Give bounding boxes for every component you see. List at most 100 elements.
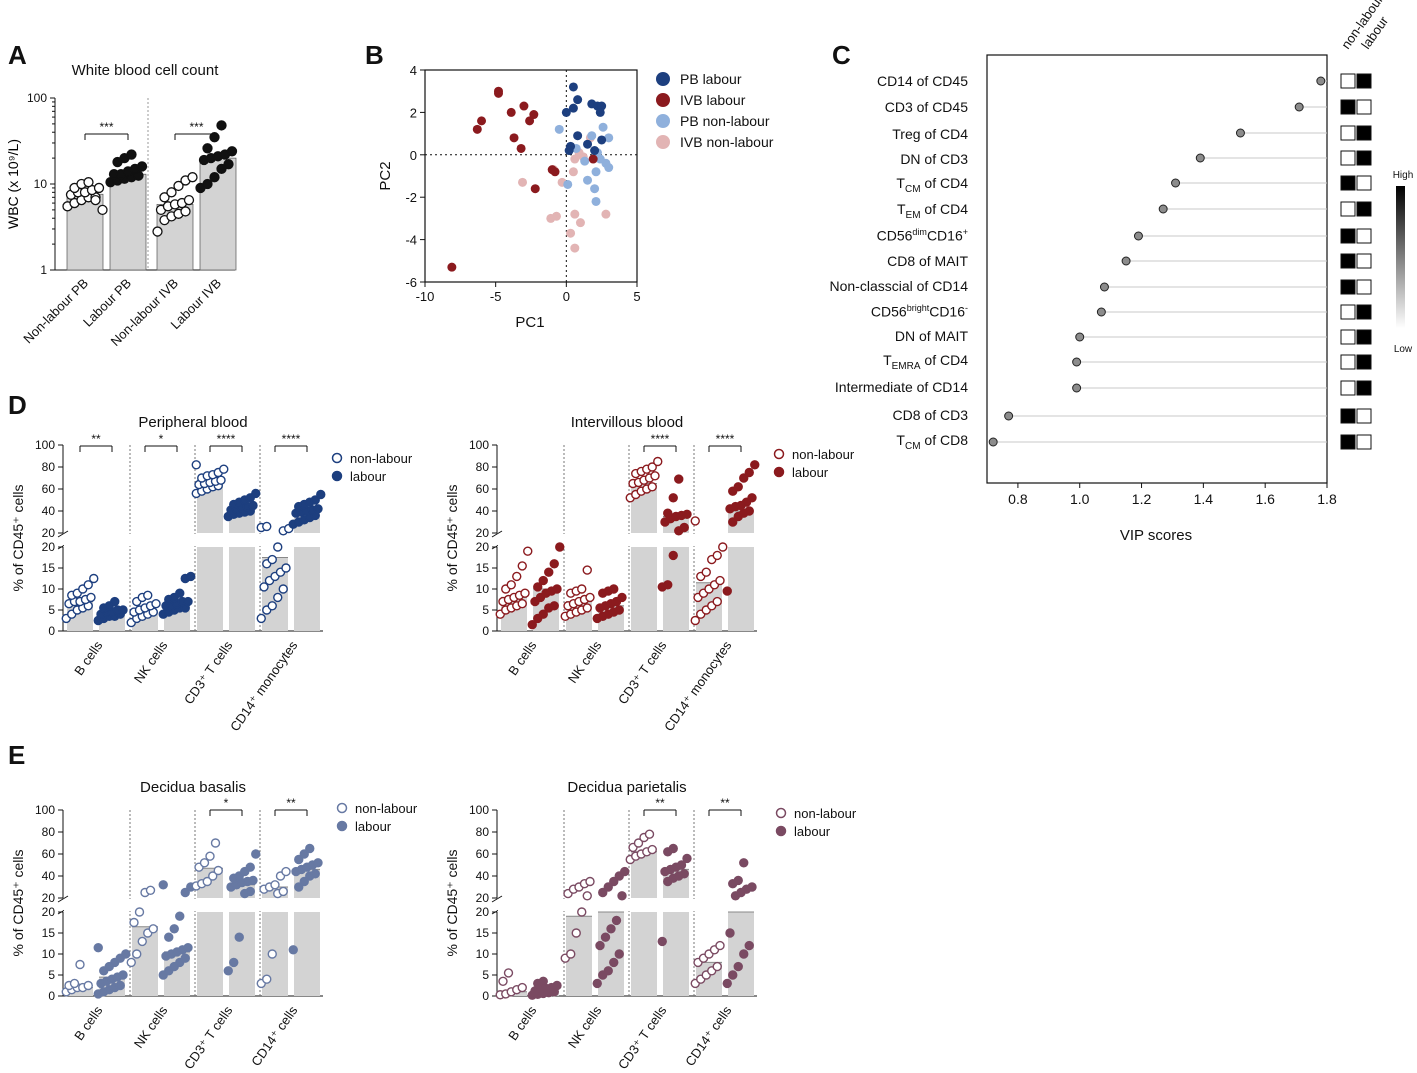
chart-e1-point xyxy=(132,949,142,959)
chart-b-point xyxy=(591,167,601,177)
chart-d2-break-gap xyxy=(498,534,758,546)
chart-b-legend-label: PB non-labour xyxy=(680,113,770,129)
vip-label-treg-cd4: Treg of CD4 xyxy=(892,126,968,142)
chart-a-point xyxy=(159,192,170,203)
chart-d2-point xyxy=(506,580,516,590)
vip-label-tem-cd4: TEM of CD4 xyxy=(896,201,968,221)
chart-e1-ytick-label: 40 xyxy=(42,869,56,883)
vip-label-cd56dim: CD56dimCD16+ xyxy=(876,227,968,244)
chart-e1-point xyxy=(278,886,288,897)
chart-a-ytick-label: 1 xyxy=(40,263,47,277)
chart-b-point xyxy=(493,88,503,98)
chart-d1-point xyxy=(313,504,323,514)
chart-e2-xtick-label: NK cells xyxy=(565,1003,605,1051)
chart-e1-ytick-label: 80 xyxy=(42,825,56,839)
chart-d2-point xyxy=(668,493,678,503)
chart-c-heat-labour xyxy=(1356,201,1372,217)
chart-c-heat-nonlabour xyxy=(1340,354,1356,370)
chart-d2-ytick-label: 15 xyxy=(476,561,490,575)
chart-d2-xtick-label: CD3⁺ T cells xyxy=(615,638,670,707)
chart-c-heat-labour xyxy=(1356,434,1372,450)
chart-c-heat-labour xyxy=(1356,73,1372,89)
chart-e1-point xyxy=(267,949,277,959)
chart-a-point xyxy=(136,161,148,172)
chart-d2-sig-label: **** xyxy=(651,432,670,446)
chart-d2-point xyxy=(527,620,537,630)
chart-b-point xyxy=(506,107,516,117)
chart-d1-point xyxy=(151,599,161,609)
chart-b-point xyxy=(570,154,580,164)
chart-e2-point xyxy=(595,940,605,951)
chart-c-heat-nonlabour xyxy=(1340,279,1356,295)
chart-d2-ytick-label: 40 xyxy=(476,504,490,518)
chart-c-point xyxy=(1096,307,1106,317)
chart-e1-point xyxy=(148,924,158,934)
chart-d1-point xyxy=(278,584,288,594)
chart-c-heat-nonlabour xyxy=(1340,99,1356,115)
chart-d1-ytick-label: 5 xyxy=(48,603,55,617)
chart-d2-point xyxy=(538,575,548,586)
chart-c-heat-labour xyxy=(1356,408,1372,424)
chart-b-frame xyxy=(424,69,638,283)
chart-b-point xyxy=(583,139,593,149)
chart-e2-legend-label: non-labour xyxy=(794,806,857,821)
chart-c-heat-legend-high: High xyxy=(1393,170,1414,181)
chart-e1-point xyxy=(169,924,179,934)
chart-e1-sig-label: ** xyxy=(286,796,296,810)
chart-d2-point xyxy=(718,542,728,552)
vip-label-cd56bright: CD56brightCD16- xyxy=(870,303,968,320)
chart-b-xlabel: PC1 xyxy=(515,314,544,331)
chart-d1-legend-label: non-labour xyxy=(350,451,413,466)
chart-e1-legend-marker xyxy=(336,802,348,814)
chart-e2-ytick-label: 60 xyxy=(476,847,490,861)
chart-a-point xyxy=(90,194,101,206)
chart-d2-point xyxy=(663,580,673,590)
chart-a-point xyxy=(209,172,220,183)
chart-d2-bar xyxy=(728,547,754,631)
chart-c-xtick-label: 1.6 xyxy=(1255,491,1275,507)
chart-c-point xyxy=(1075,332,1085,342)
chart-e1-point xyxy=(69,978,80,989)
chart-c-heat-nonlabour xyxy=(1340,253,1356,269)
chart-b-legend-marker xyxy=(656,72,670,86)
chart-e2-point xyxy=(739,858,749,868)
chart-d2-point xyxy=(520,588,530,598)
chart-b-xtick-label: -10 xyxy=(416,289,435,304)
chart-e2-point xyxy=(614,949,624,959)
chart-b-point xyxy=(516,143,526,153)
chart-b-ytick-label: -2 xyxy=(405,190,417,205)
chart-a-point xyxy=(223,159,234,170)
vip-label-cd8-cd3: CD8 of CD3 xyxy=(892,407,968,423)
chart-e1-point xyxy=(75,959,85,970)
chart-d1-point xyxy=(267,601,277,611)
chart-b-xtick-label: 0 xyxy=(563,289,570,304)
chart-e2-point xyxy=(633,838,644,848)
chart-d1-legend-marker xyxy=(331,470,343,482)
panel-label-b: B xyxy=(365,40,384,70)
chart-e1-point xyxy=(213,865,223,876)
chart-e1-point xyxy=(281,866,291,877)
chart-d1-point xyxy=(310,495,320,505)
chart-c-heat-nonlabour xyxy=(1340,125,1356,141)
chart-d2-ylabel: % of CD45⁺ cells xyxy=(444,485,460,592)
vip-label-nonclassical-cd14: Non-classcial of CD14 xyxy=(829,278,969,294)
chart-c-heat-labour xyxy=(1356,329,1372,345)
chart-e2-point xyxy=(566,949,576,959)
vip-label-intermediate-cd14: Intermediate of CD14 xyxy=(834,379,968,395)
chart-c-heat-legend-low: Low xyxy=(1394,344,1413,355)
chart-d2-xtick-label: CD14⁺ monocytes xyxy=(661,638,735,734)
chart-b-point xyxy=(588,154,598,164)
chart-d2-legend-label: labour xyxy=(792,465,829,480)
vip-label-tcm-cd8: TCM of CD8 xyxy=(896,432,968,452)
chart-c-point xyxy=(1133,231,1143,241)
chart-b-ylabel: PC2 xyxy=(377,161,394,190)
chart-c-point xyxy=(1004,411,1014,421)
chart-d2-point xyxy=(701,567,711,577)
chart-d2-point xyxy=(650,471,660,481)
chart-e2-ytick-label: 15 xyxy=(476,926,490,940)
chart-a-point xyxy=(173,180,184,192)
chart-e2-break-mark xyxy=(491,895,503,903)
chart-e2-point xyxy=(657,936,667,947)
chart-d1-ytick-label: 40 xyxy=(42,504,56,518)
chart-e1-point xyxy=(245,862,255,872)
